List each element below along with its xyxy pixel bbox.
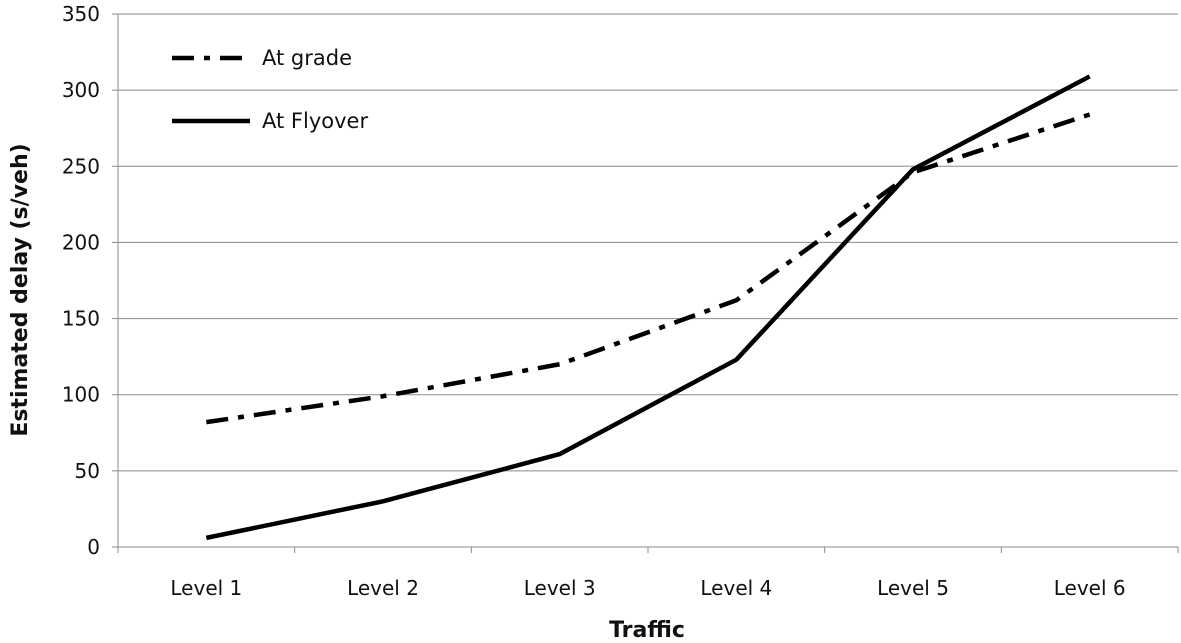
x-tick-label: Level 1 <box>170 576 242 600</box>
x-tick-label: Level 5 <box>877 576 949 600</box>
y-tick-label: 100 <box>62 383 100 407</box>
y-tick-label: 250 <box>62 154 100 178</box>
axes: 0 50 100 150 200 250 300 350 Level 1 Level 2 Level… <box>62 2 1179 600</box>
legend-label-at-grade: At grade <box>262 46 352 70</box>
legend-label-at-flyover: At Flyover <box>262 109 368 133</box>
y-tick-label: 350 <box>62 2 100 26</box>
y-tick-label: 150 <box>62 307 100 331</box>
series-line-at-flyover <box>205 74 1091 541</box>
x-tick-label: Level 4 <box>700 576 772 600</box>
series-lines <box>205 74 1091 541</box>
y-axis-title: Estimated delay (s/veh) <box>8 143 33 436</box>
y-tick-label: 300 <box>62 78 100 102</box>
y-tick-label: 50 <box>75 459 100 483</box>
series-line-at-grade <box>206 112 1091 425</box>
y-tick-label: 0 <box>87 535 100 559</box>
x-tick-label: Level 2 <box>347 576 419 600</box>
x-tick-label: Level 3 <box>524 576 596 600</box>
x-tick-label: Level 6 <box>1054 576 1126 600</box>
y-tick-label: 200 <box>62 230 100 254</box>
legend: At grade At Flyover <box>172 46 368 133</box>
x-axis-title: Traffic <box>609 618 685 643</box>
gridlines <box>118 13 1178 472</box>
